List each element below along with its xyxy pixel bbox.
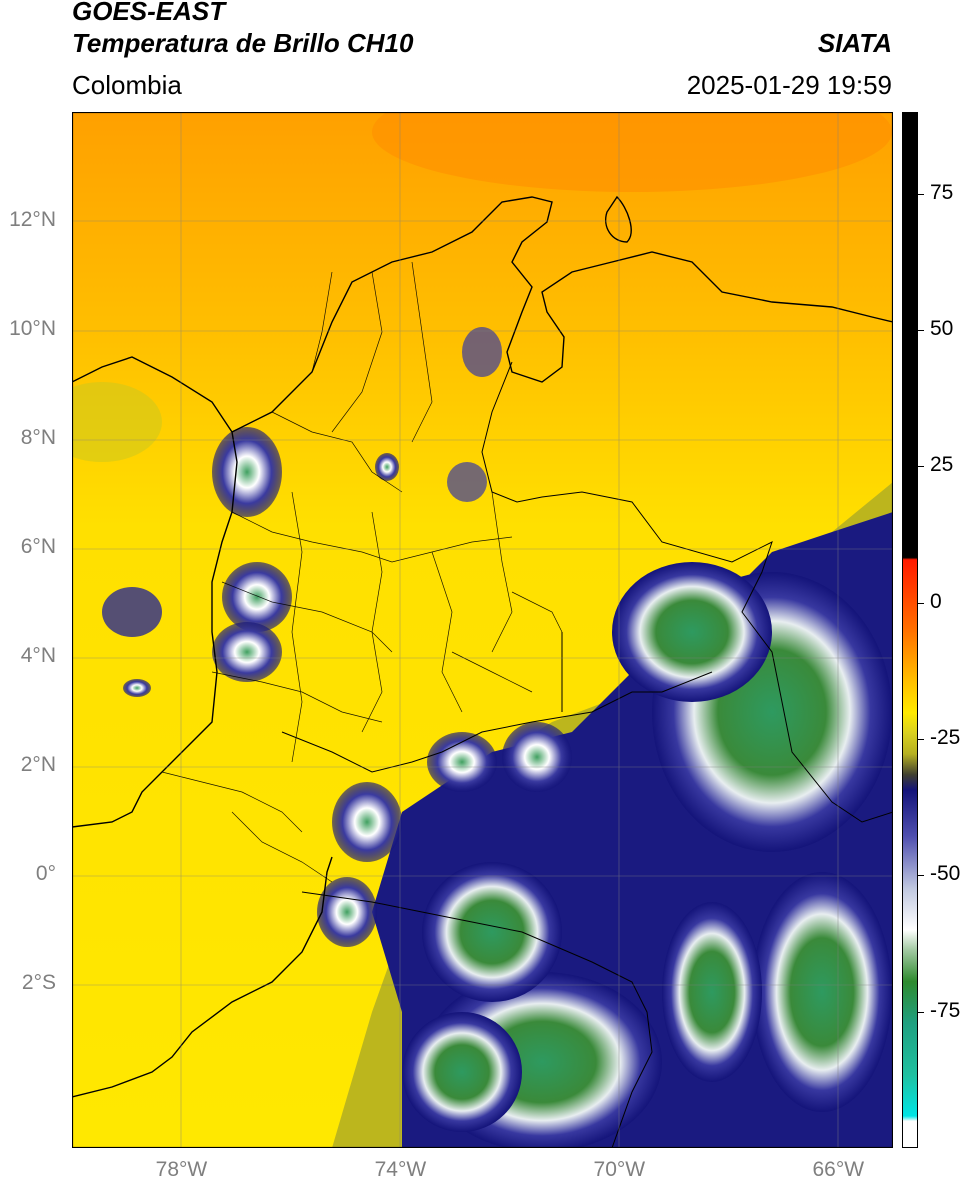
convective-cell-2 (422, 862, 562, 1002)
colorbar-tick-mark (918, 193, 924, 195)
colorbar-tick-mark (918, 739, 924, 741)
colorbar (902, 112, 918, 1148)
lat-tick-label: 4°N (20, 644, 56, 668)
map-frame (72, 112, 893, 1148)
lat-tick-label: 10°N (9, 317, 56, 341)
convective-cell-7 (402, 1012, 522, 1132)
colorbar-tick-label: 25 (930, 453, 954, 477)
convective-cell-19 (447, 462, 487, 502)
coastlines (72, 195, 893, 1098)
colorbar-tick-label: -50 (930, 862, 961, 886)
colorbar-gradient (903, 113, 917, 1147)
satellite-title: GOES-EAST (72, 0, 226, 26)
lon-tick-label: 74°W (374, 1158, 427, 1181)
lat-tick-label: 6°N (20, 535, 56, 559)
product-title: Temperatura de Brillo CH10 (72, 28, 414, 58)
convective-cell-18 (375, 453, 399, 481)
colorbar-tick-mark (918, 466, 924, 468)
agency-label: SIATA (817, 28, 892, 58)
colorbar-tick-mark (918, 875, 924, 877)
lon-tick-label: 70°W (593, 1158, 646, 1181)
lat-tick-label: 0° (35, 862, 56, 886)
convective-cell-14 (212, 427, 282, 517)
warm-area (372, 112, 892, 192)
convective-cell-12 (222, 562, 292, 632)
lon-tick-label: 66°W (812, 1158, 865, 1181)
department-borders (161, 261, 563, 883)
colorbar-tick-label: 50 (930, 317, 954, 341)
convective-cell-17 (462, 327, 502, 377)
convective-cell-13 (212, 622, 282, 682)
convective-cell-6 (662, 902, 762, 1082)
lat-tick-label: 12°N (9, 208, 56, 232)
convective-cell-15 (102, 587, 162, 637)
convective-cell-4 (612, 562, 772, 702)
lon-tick-label: 78°W (155, 1158, 208, 1181)
colorbar-tick-label: -25 (930, 726, 961, 750)
convective-cell-11 (317, 877, 377, 947)
brightness-temperature-map (72, 112, 893, 1148)
convective-cell-10 (332, 782, 402, 862)
colorbar-tick-label: -75 (930, 998, 961, 1022)
colorbar-tick-mark (918, 1011, 924, 1013)
olive-patch (72, 382, 162, 462)
convective-cell-16 (123, 679, 151, 697)
convective-cell-8 (502, 722, 572, 792)
convective-cell-9 (427, 732, 497, 792)
colorbar-tick-label: 75 (930, 180, 954, 204)
lat-tick-label: 2°N (20, 753, 56, 777)
colorbar-tick-label: 0 (930, 589, 942, 613)
convective-cell-5 (752, 872, 892, 1112)
colorbar-tick-mark (918, 330, 924, 332)
graticule (72, 112, 893, 1148)
colorbar-tick-mark (918, 602, 924, 604)
lat-tick-label: 2°S (21, 971, 56, 995)
region-label: Colombia (72, 70, 182, 100)
timestamp-label: 2025-01-29 19:59 (686, 70, 892, 100)
lat-tick-label: 8°N (20, 426, 56, 450)
